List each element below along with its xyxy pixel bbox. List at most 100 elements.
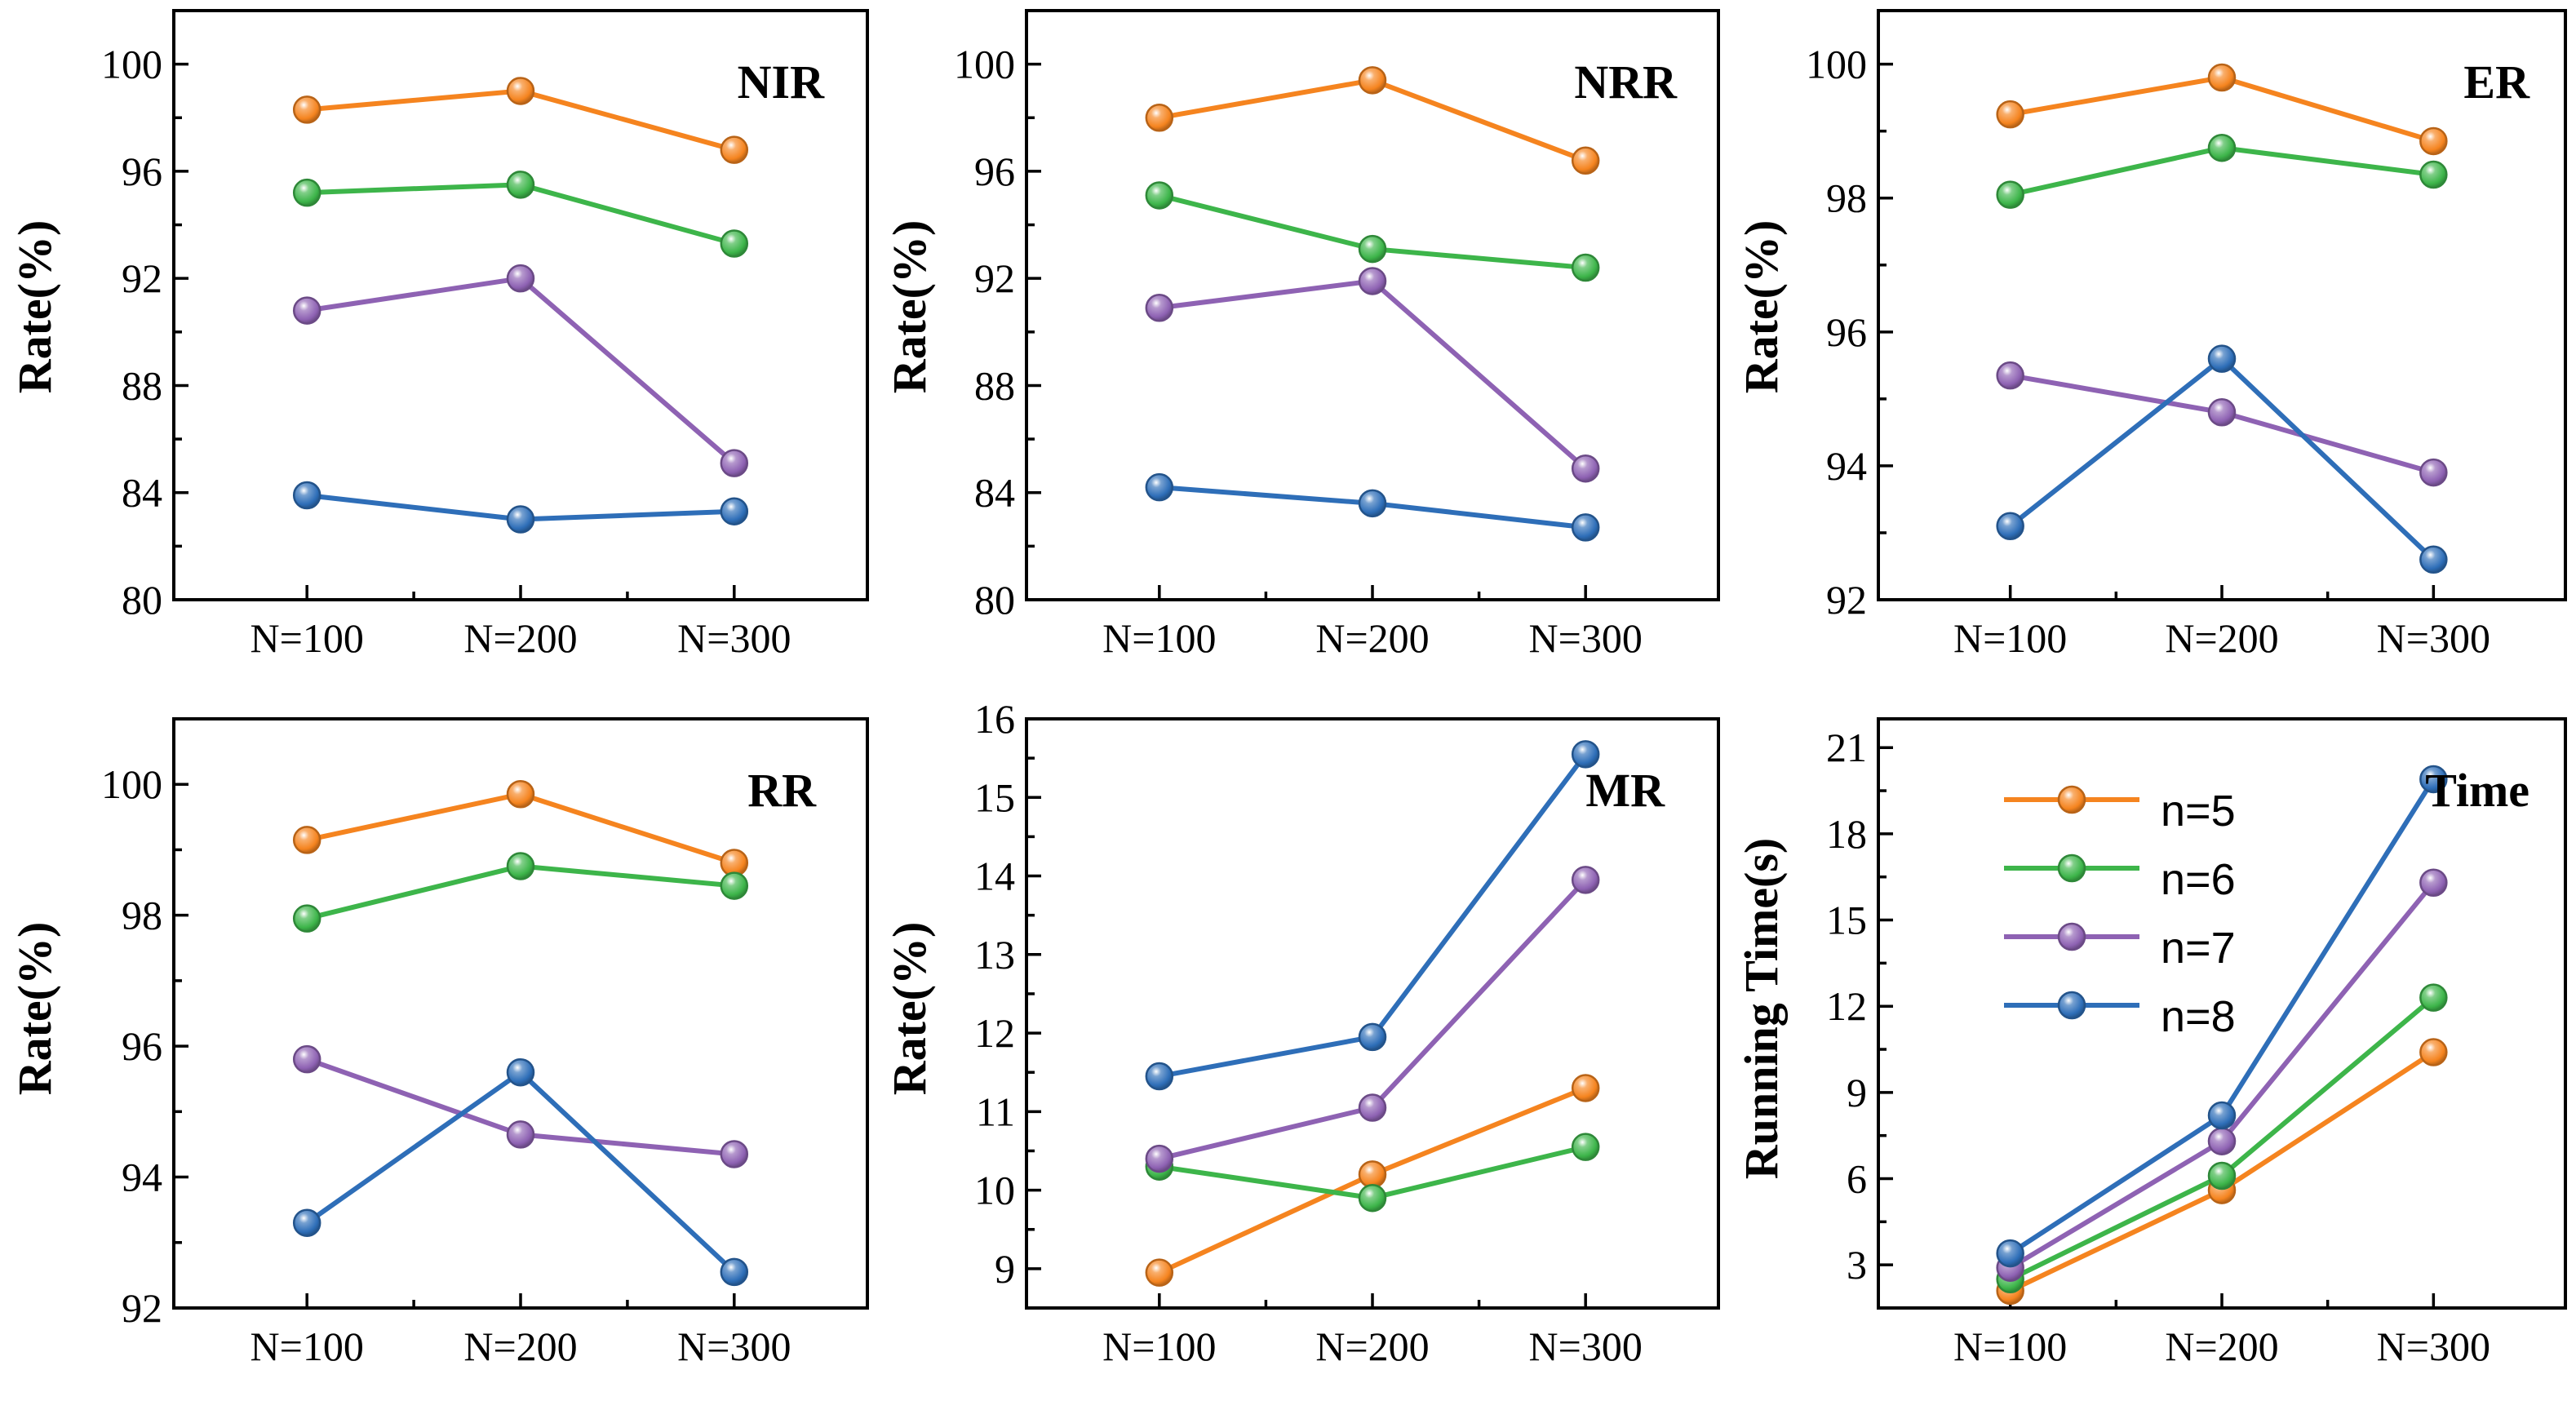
x-tick-label: N=200 bbox=[1315, 615, 1429, 661]
data-point bbox=[1145, 472, 1174, 502]
y-tick-label: 80 bbox=[122, 577, 162, 623]
data-point bbox=[506, 264, 535, 293]
x-tick-label: N=300 bbox=[677, 1323, 791, 1369]
data-point bbox=[2419, 545, 2448, 574]
panel-title: NRR bbox=[1574, 55, 1678, 109]
data-point bbox=[292, 296, 321, 325]
x-tick-label: N=300 bbox=[677, 615, 791, 661]
x-tick-label: N=200 bbox=[463, 615, 577, 661]
legend-label: n=6 bbox=[2161, 855, 2236, 904]
data-point bbox=[506, 77, 535, 105]
plot-nrr: 80 84 88 92 96 100 N=100 N=200 N=300 bbox=[954, 9, 1720, 661]
data-point bbox=[1358, 234, 1387, 264]
data-point bbox=[720, 135, 749, 164]
y-axis-label: Rate(%) bbox=[8, 922, 61, 1096]
legend-swatch-marker bbox=[2057, 991, 2086, 1020]
data-point bbox=[1358, 1022, 1387, 1052]
data-point bbox=[1571, 146, 1600, 175]
y-tick-label: 98 bbox=[122, 893, 162, 938]
data-point bbox=[2419, 458, 2448, 487]
data-point bbox=[1571, 740, 1600, 769]
x-tick-label: N=200 bbox=[463, 1323, 577, 1369]
data-point bbox=[1145, 181, 1174, 210]
data-point bbox=[292, 904, 321, 933]
panel-rr: RR Rate(%) bbox=[8, 764, 817, 1095]
y-tick-label: 12 bbox=[974, 1010, 1015, 1056]
data-point bbox=[720, 1140, 749, 1168]
y-tick-label: 96 bbox=[974, 149, 1015, 194]
x-tick-label: N=100 bbox=[251, 615, 364, 661]
y-tick-label: 100 bbox=[101, 761, 162, 807]
data-point bbox=[506, 1120, 535, 1149]
data-point bbox=[292, 481, 321, 510]
y-tick-label: 92 bbox=[122, 1285, 162, 1331]
axis-frame bbox=[1877, 9, 2567, 601]
data-point bbox=[1996, 100, 2024, 129]
y-tick-label: 92 bbox=[1826, 577, 1867, 623]
y-tick-label: 10 bbox=[974, 1168, 1015, 1213]
data-point bbox=[720, 497, 749, 525]
x-tick-label: N=100 bbox=[251, 1323, 364, 1369]
y-axis-label: Rate(%) bbox=[1735, 220, 1788, 394]
series-line-n=8 bbox=[305, 1069, 736, 1275]
data-point bbox=[1145, 294, 1174, 322]
panel-title: MR bbox=[1585, 764, 1665, 817]
y-tick-label: 88 bbox=[122, 362, 162, 408]
data-point bbox=[1145, 1062, 1174, 1091]
data-point bbox=[2207, 1127, 2237, 1155]
data-point bbox=[1571, 1074, 1600, 1102]
y-tick-label: 13 bbox=[974, 932, 1015, 978]
y-tick-label: 80 bbox=[974, 577, 1015, 623]
data-point bbox=[2207, 398, 2237, 427]
data-point bbox=[1571, 253, 1600, 282]
data-point bbox=[1571, 454, 1600, 483]
data-point bbox=[292, 1044, 321, 1074]
data-point bbox=[720, 449, 749, 477]
data-point bbox=[2419, 868, 2448, 898]
y-tick-label: 96 bbox=[122, 149, 162, 194]
data-point bbox=[2419, 983, 2448, 1012]
x-tick-label: N=300 bbox=[1529, 1323, 1643, 1369]
data-point bbox=[1358, 1160, 1387, 1189]
data-point bbox=[1996, 1239, 2024, 1268]
data-point bbox=[506, 505, 535, 534]
series-line-n=7 bbox=[1159, 278, 1588, 471]
data-point bbox=[292, 178, 321, 207]
data-point bbox=[2419, 160, 2448, 189]
x-tick-label: N=300 bbox=[2377, 1323, 2490, 1369]
x-tick-label: N=300 bbox=[1529, 615, 1643, 661]
panel-title: RR bbox=[747, 764, 817, 817]
data-point bbox=[1571, 1133, 1600, 1161]
x-tick-label: N=300 bbox=[2377, 615, 2490, 661]
data-point bbox=[1358, 489, 1387, 518]
x-tick-label: N=100 bbox=[1953, 1323, 2067, 1369]
y-tick-label: 12 bbox=[1826, 983, 1867, 1029]
data-point bbox=[292, 826, 321, 854]
legend-swatch-marker bbox=[2057, 922, 2086, 951]
y-tick-label: 11 bbox=[976, 1088, 1015, 1134]
data-point bbox=[506, 1057, 535, 1087]
y-tick-label: 88 bbox=[974, 362, 1015, 408]
panel-title: ER bbox=[2463, 55, 2530, 109]
panel-time: Time Running Time(s) n=5 n=6 n=7 n=8 bbox=[1735, 764, 2529, 1179]
x-tick-label: N=200 bbox=[2165, 1323, 2278, 1369]
legend-label: n=8 bbox=[2161, 992, 2236, 1041]
data-point bbox=[506, 780, 535, 809]
y-tick-label: 18 bbox=[1826, 811, 1867, 857]
data-point bbox=[2207, 63, 2237, 92]
data-point bbox=[720, 1257, 749, 1287]
legend-label: n=7 bbox=[2161, 924, 2236, 973]
x-tick-label: N=100 bbox=[1102, 1323, 1216, 1369]
data-point bbox=[2419, 765, 2448, 794]
legend-swatch-marker bbox=[2057, 785, 2086, 814]
plot-rr: 92 94 96 98 100 N=100 N=200 N=300 bbox=[101, 717, 869, 1369]
y-tick-label: 9 bbox=[995, 1246, 1015, 1292]
data-point bbox=[1571, 866, 1600, 894]
data-point bbox=[1571, 513, 1600, 542]
y-tick-label: 98 bbox=[1826, 175, 1867, 221]
data-point bbox=[2419, 1038, 2448, 1066]
y-tick-label: 94 bbox=[1826, 443, 1867, 489]
y-tick-label: 92 bbox=[122, 255, 162, 301]
data-point bbox=[1358, 66, 1387, 95]
panel-mr: MR Rate(%) bbox=[883, 764, 1665, 1095]
